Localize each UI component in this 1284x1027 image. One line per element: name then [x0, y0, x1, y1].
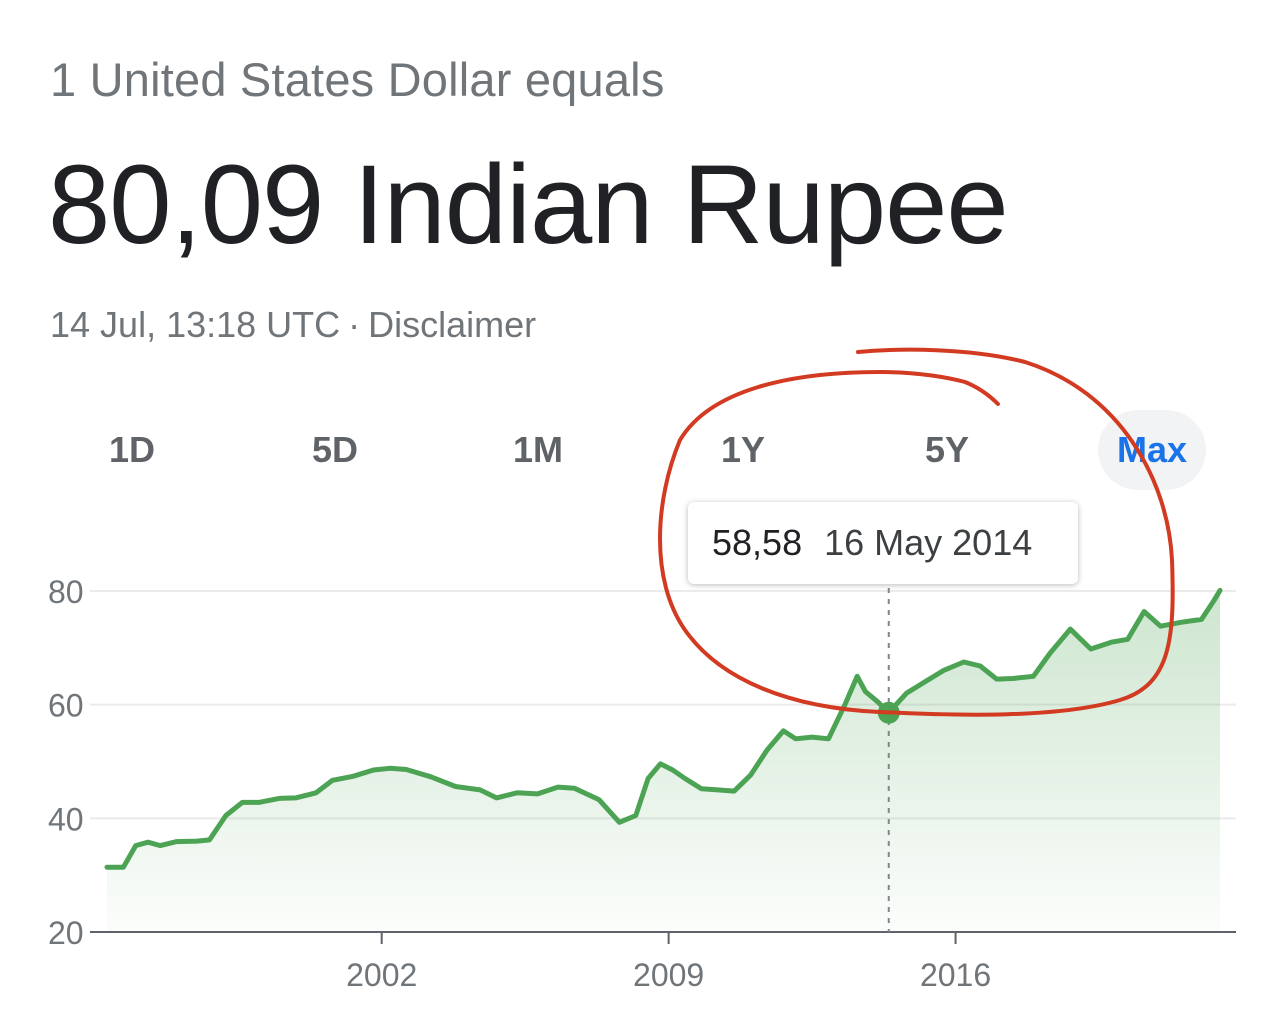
hand-drawn-circle-annotation	[658, 347, 1175, 717]
tab-1m[interactable]: 1M	[512, 429, 563, 470]
disclaimer-link[interactable]: Disclaimer	[368, 304, 537, 345]
converted-amount: 80,09 Indian Rupee	[48, 142, 1009, 267]
timestamp: 14 Jul, 13:18 UTC	[50, 304, 341, 345]
x-tick-label: 2002	[346, 957, 417, 993]
conversion-subtitle: 1 United States Dollar equals	[50, 53, 665, 106]
y-tick-label: 80	[48, 574, 84, 610]
x-tick-label: 2009	[633, 957, 704, 993]
series-area-fill	[107, 590, 1220, 932]
timestamp-row: 14 Jul, 13:18 UTC · Disclaimer	[50, 304, 536, 346]
tab-1y[interactable]: 1Y	[720, 429, 766, 470]
y-tick-label: 60	[48, 688, 84, 724]
y-tick-label: 40	[48, 801, 84, 837]
tab-5d[interactable]: 5D	[311, 429, 359, 470]
tooltip-date: 16 May 2014	[824, 522, 1033, 563]
tooltip-value: 58,58	[712, 522, 803, 563]
series-line	[104, 587, 1223, 870]
y-tick-label: 20	[48, 915, 84, 951]
x-tick-label: 2016	[920, 957, 991, 993]
tab-1d[interactable]: 1D	[108, 429, 156, 470]
hover-tooltip: 58,58 16 May 2014	[688, 502, 1078, 584]
tab-5y[interactable]: 5Y	[924, 429, 970, 470]
separator: ·	[348, 304, 361, 345]
